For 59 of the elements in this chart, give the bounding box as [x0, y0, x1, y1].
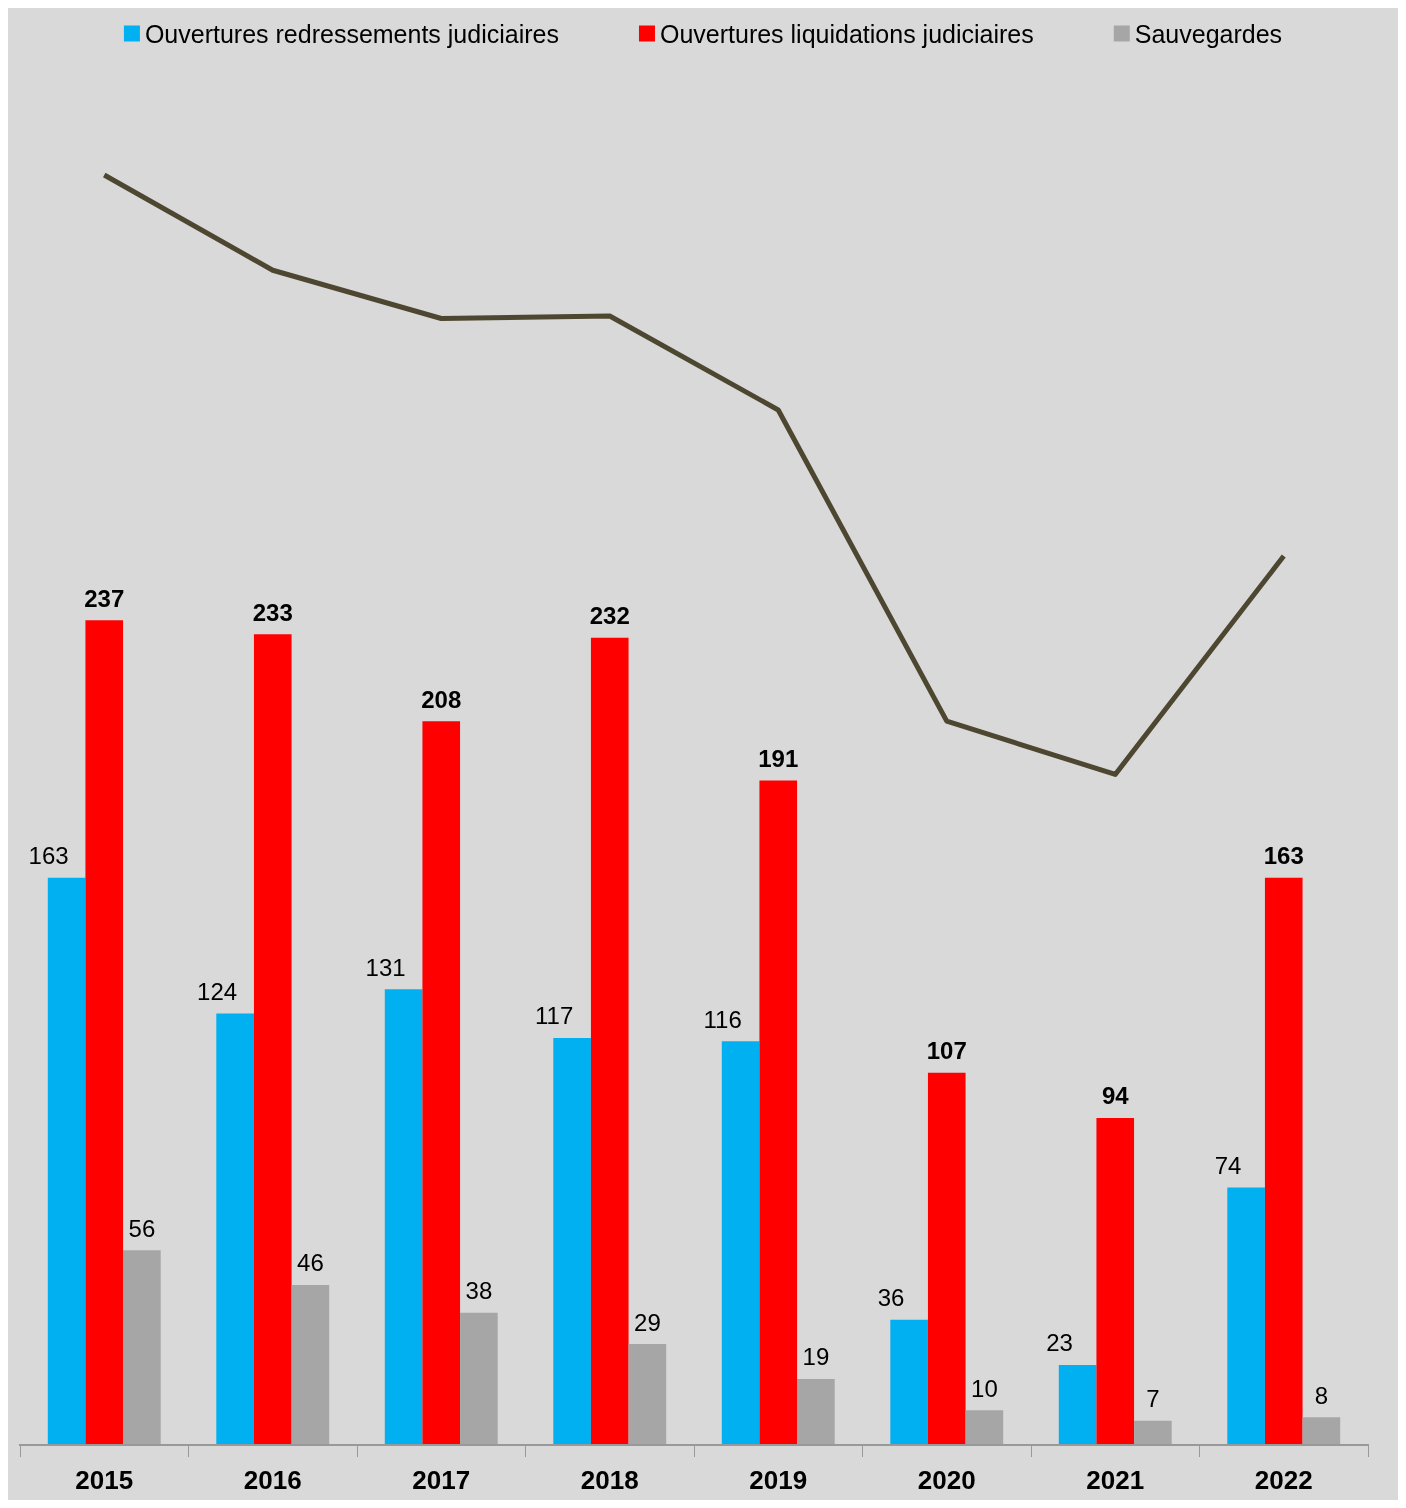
bar — [590, 637, 629, 1445]
data-label: 232 — [589, 602, 630, 630]
bar — [216, 1013, 254, 1445]
data-label: 116 — [703, 1005, 742, 1033]
data-label: 131 — [365, 953, 406, 981]
bar — [123, 1250, 161, 1445]
bar — [384, 989, 423, 1445]
bar — [1302, 1417, 1341, 1445]
data-label: 38 — [465, 1277, 493, 1305]
x-tick-label: 2021 — [1086, 1465, 1145, 1495]
x-tick-label: 2022 — [1254, 1465, 1313, 1495]
data-label: 94 — [1101, 1082, 1130, 1110]
bar — [422, 721, 461, 1445]
bar — [291, 1284, 330, 1445]
bar — [965, 1410, 1004, 1445]
x-tick-label: 2018 — [580, 1465, 639, 1495]
bar — [927, 1072, 966, 1445]
bar — [1264, 877, 1303, 1445]
bar — [253, 634, 292, 1445]
data-label: 163 — [28, 842, 69, 870]
bar — [1227, 1187, 1265, 1445]
bar — [47, 877, 86, 1445]
data-label: 208 — [421, 685, 462, 713]
bar — [721, 1041, 760, 1445]
legend-label: Sauvegardes — [1134, 19, 1283, 48]
data-label: 56 — [128, 1214, 156, 1242]
data-label: 117 — [534, 1002, 574, 1030]
x-tick-label: 2016 — [243, 1465, 302, 1495]
legend-label: Ouvertures redressements judiciaires — [144, 19, 559, 48]
bar — [1134, 1420, 1172, 1445]
data-label: 74 — [1214, 1152, 1242, 1180]
bar — [628, 1344, 667, 1445]
bar — [797, 1378, 835, 1445]
data-label: 23 — [1046, 1329, 1073, 1357]
data-label: 107 — [926, 1037, 967, 1065]
bar — [1096, 1117, 1135, 1445]
x-tick-label: 2015 — [75, 1465, 134, 1495]
data-label: 233 — [252, 598, 293, 626]
bar — [85, 620, 124, 1445]
data-label: 36 — [877, 1284, 905, 1312]
bar — [890, 1319, 928, 1445]
data-label: 29 — [634, 1308, 661, 1336]
data-label: 163 — [1263, 842, 1304, 870]
data-label: 8 — [1314, 1381, 1329, 1409]
data-label: 191 — [758, 744, 799, 772]
bar — [1058, 1364, 1097, 1445]
x-tick-label: 2019 — [749, 1465, 808, 1495]
bar — [759, 780, 798, 1445]
data-label: 46 — [297, 1249, 324, 1277]
x-tick-label: 2017 — [412, 1465, 471, 1495]
data-label: 124 — [197, 978, 238, 1006]
x-tick-label: 2020 — [917, 1465, 976, 1495]
data-label: 7 — [1146, 1385, 1160, 1413]
bar — [553, 1037, 591, 1445]
data-label: 237 — [84, 584, 125, 612]
data-label: 19 — [802, 1343, 830, 1371]
legend-label: Ouvertures liquidations judiciaires — [659, 19, 1034, 48]
data-label: 10 — [971, 1374, 998, 1402]
bar — [460, 1312, 498, 1445]
